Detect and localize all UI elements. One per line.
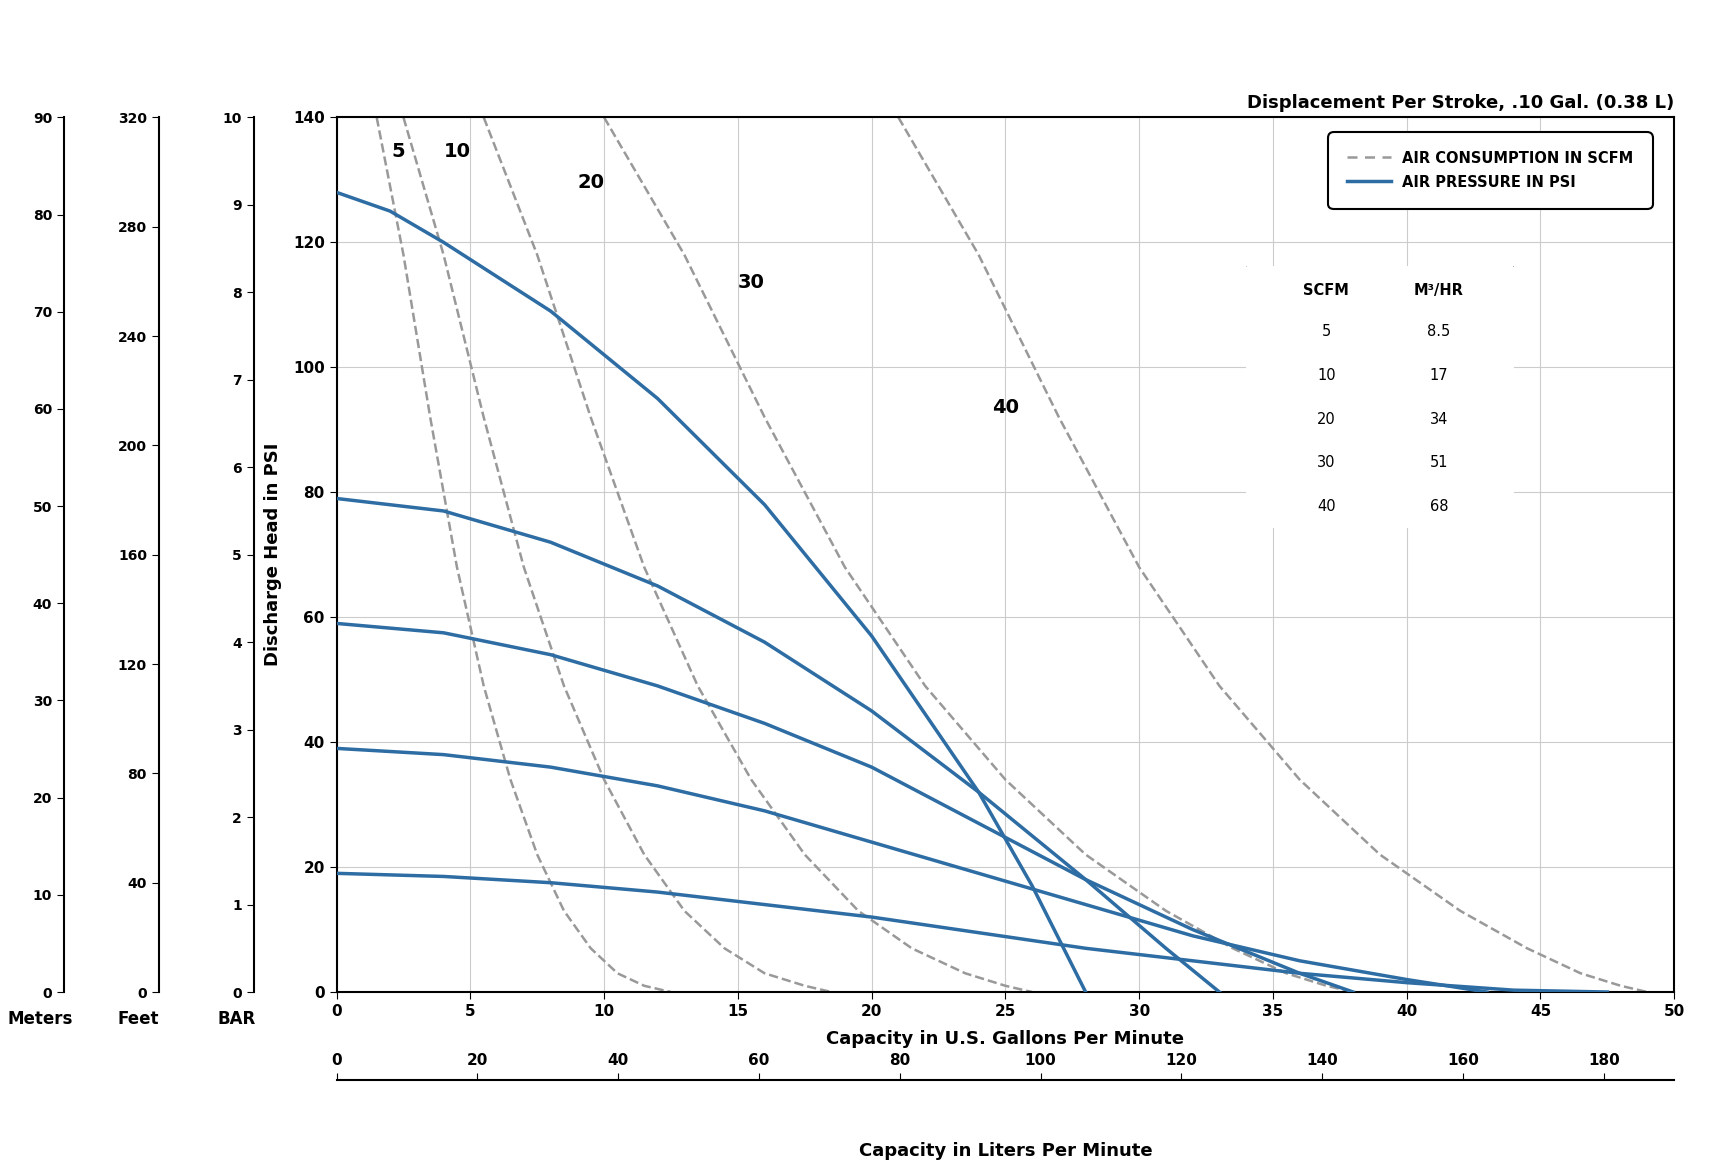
Text: 5: 5 [392,142,406,161]
Legend: AIR CONSUMPTION IN SCFM, AIR PRESSURE IN PSI: AIR CONSUMPTION IN SCFM, AIR PRESSURE IN… [1334,137,1647,203]
Text: 40: 40 [992,398,1018,417]
Text: Displacement Per Stroke, .10 Gal. (0.38 L): Displacement Per Stroke, .10 Gal. (0.38 … [1246,94,1674,112]
Text: 10: 10 [444,142,471,161]
Text: BAR: BAR [217,1010,255,1027]
Text: 20: 20 [576,174,604,193]
Text: Capacity in Liters Per Minute: Capacity in Liters Per Minute [858,1142,1153,1160]
Text: 30: 30 [737,274,765,292]
Text: Meters: Meters [7,1010,72,1027]
X-axis label: Capacity in U.S. Gallons Per Minute: Capacity in U.S. Gallons Per Minute [827,1030,1184,1048]
Y-axis label: Discharge Head in PSI: Discharge Head in PSI [264,443,281,667]
Text: Feet: Feet [117,1010,159,1027]
